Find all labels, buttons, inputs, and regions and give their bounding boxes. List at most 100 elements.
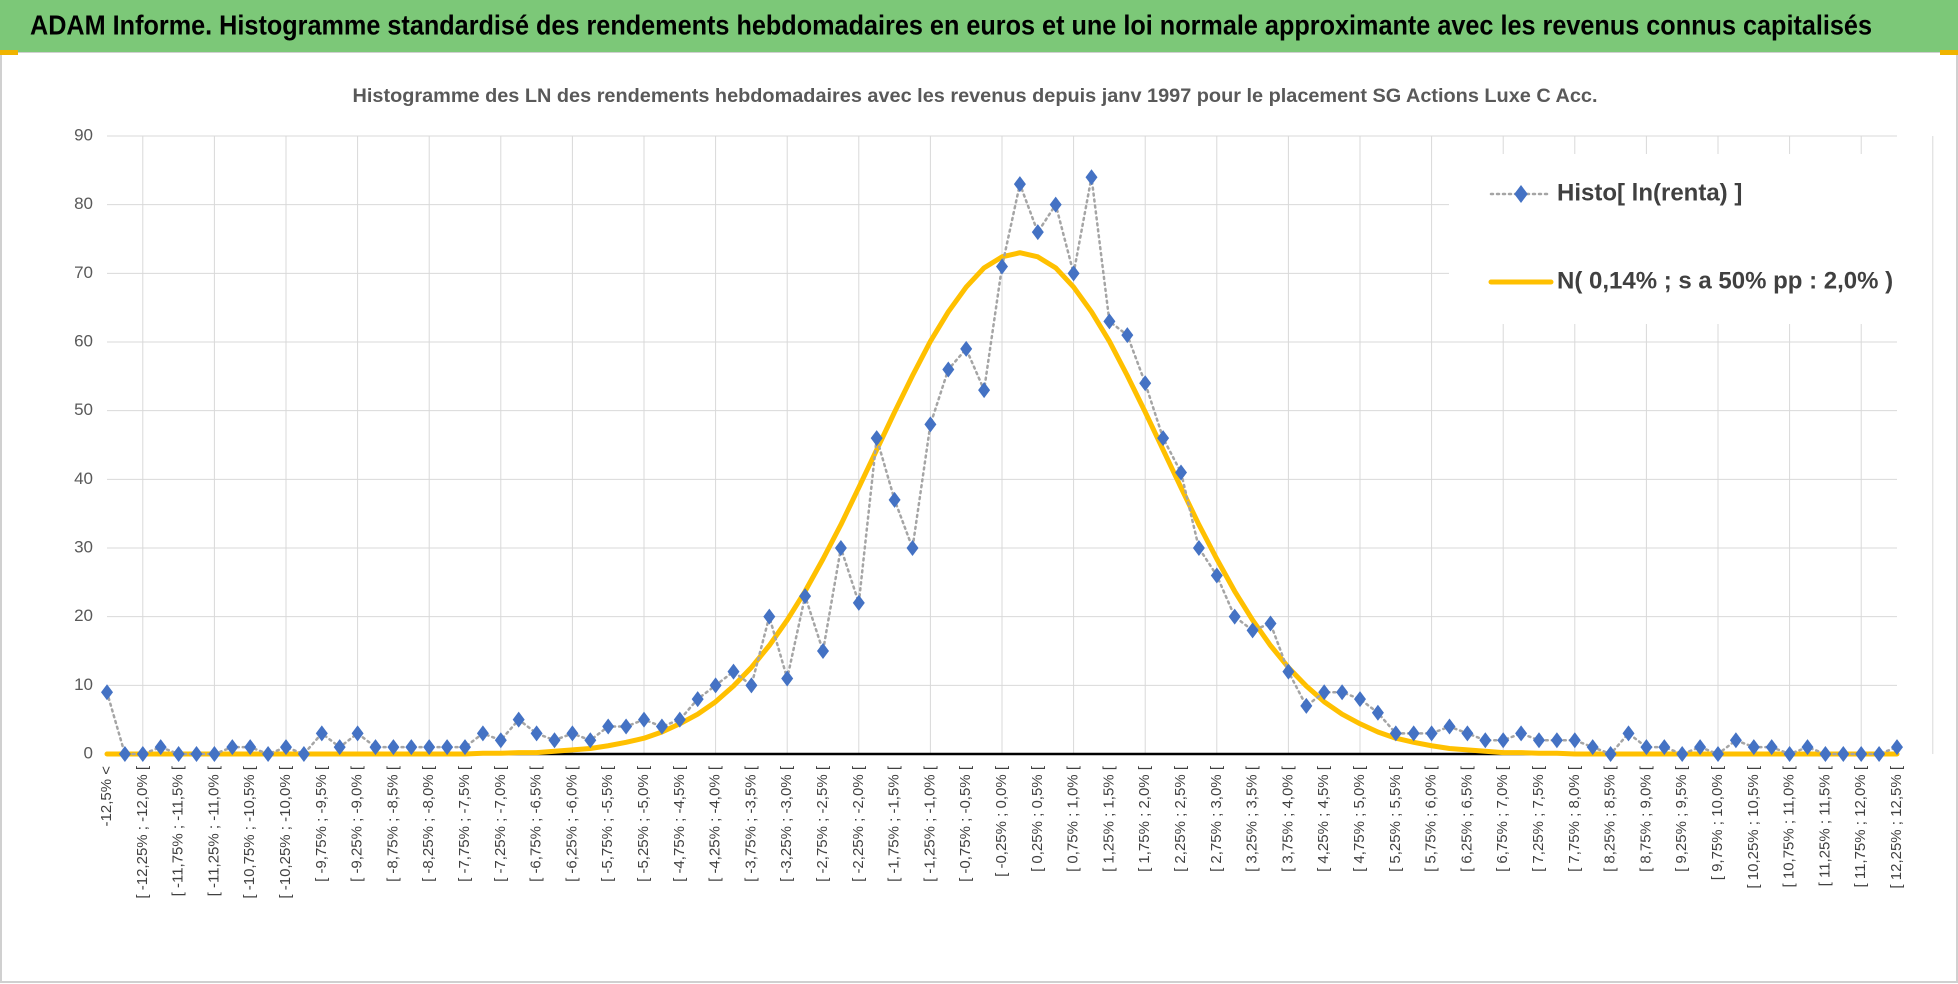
x-tick-label: [ 0,25% ; 0,5% [: [1029, 765, 1046, 872]
x-tick-label: [ 6,25% ; 6,5% [: [1458, 765, 1475, 872]
y-tick-label: 70: [74, 263, 93, 282]
x-tick-label: [ -6,75% ; -6,5% [: [528, 765, 545, 882]
y-tick-label: 40: [74, 469, 93, 488]
x-tick-label: [ 8,75% ; 9,0% [: [1637, 765, 1654, 872]
x-tick-label: [ -7,25% ; -7,0% [: [492, 765, 509, 882]
data-point: [1729, 732, 1742, 749]
data-point: [351, 725, 364, 742]
data-point: [1586, 739, 1599, 756]
x-tick-label: [ 1,75% ; 2,0% [: [1136, 765, 1153, 872]
x-tick-label: [ -3,75% ; -3,5% [: [742, 765, 759, 882]
x-tick-label: [ 7,25% ; 7,5% [: [1530, 765, 1547, 872]
data-point: [369, 739, 382, 756]
legend-label: Histo[ ln(renta) ]: [1557, 179, 1742, 206]
y-tick-label: 50: [74, 400, 93, 419]
x-tick-label: [ -5,75% ; -5,5% [: [599, 765, 616, 882]
y-tick-label: 20: [74, 606, 93, 625]
data-point: [799, 588, 812, 605]
data-point: [1712, 746, 1724, 762]
data-point: [1497, 732, 1510, 749]
data-point: [888, 491, 901, 508]
x-tick-label: [ 5,25% ; 5,5% [: [1387, 765, 1404, 872]
legend-box: [1449, 154, 1897, 324]
data-point: [1139, 375, 1152, 392]
data-point: [655, 718, 668, 735]
data-point: [387, 739, 400, 756]
data-point: [1210, 567, 1223, 584]
x-tick-label: [ 10,75% ; 11,0% [: [1781, 765, 1798, 887]
data-point: [781, 670, 794, 687]
data-point: [1067, 265, 1080, 282]
data-point: [208, 746, 221, 762]
data-point: [512, 711, 525, 728]
y-tick-label: 90: [74, 125, 93, 144]
data-point: [1371, 704, 1384, 721]
x-tick-label: [ 11,25% ; 11,5% [: [1816, 765, 1833, 886]
data-point: [566, 725, 579, 742]
x-tick-label: [ -4,25% ; -4,0% [: [707, 765, 724, 882]
data-point: [852, 594, 865, 611]
legend-label: N( 0,14% ; s a 50% pp : 2,0% ): [1557, 267, 1893, 294]
data-point: [727, 663, 740, 680]
data-point: [817, 643, 829, 659]
x-tick-label: [ -9,75% ; -9,5% [: [313, 765, 330, 882]
data-point: [709, 677, 722, 694]
data-point: [405, 739, 418, 756]
data-point: [870, 430, 883, 447]
x-tick-label: [ -8,75% ; -8,5% [: [384, 765, 401, 882]
data-point: [315, 725, 328, 742]
x-tick-label: [ -2,25% ; -2,0% [: [850, 765, 867, 882]
data-point: [834, 540, 847, 556]
x-tick-label: [ -12,25% ; -12,0% [: [134, 765, 151, 898]
data-point: [1765, 739, 1778, 756]
x-tick-label: [ -1,25% ; -1,0% [: [921, 765, 938, 882]
x-tick-label: [ 12,25% ; 12,5% [: [1888, 765, 1905, 888]
normal-curve: [104, 250, 1900, 757]
data-point: [602, 718, 615, 735]
data-point: [136, 746, 149, 762]
data-point: [1640, 739, 1653, 756]
data-point: [154, 739, 167, 756]
x-tick-label: [ -11,75% ; -11,5% [: [170, 765, 187, 896]
data-point: [673, 711, 686, 728]
x-tick-label: [ 3,75% ; 4,0% [: [1279, 765, 1296, 872]
legend-marker: [1514, 185, 1528, 203]
data-point: [1228, 608, 1241, 625]
data-point: [1157, 430, 1170, 447]
chart-title: Histogramme des LN des rendements hebdom…: [353, 86, 1598, 107]
data-point: [1192, 540, 1205, 556]
data-point: [620, 718, 633, 735]
x-tick-label: [ -2,75% ; -2,5% [: [814, 765, 831, 882]
x-tick-label: [ -10,25% ; -10,0% [: [277, 765, 294, 898]
data-point: [1533, 732, 1545, 749]
x-tick-label: [ 3,25% ; 3,5% [: [1244, 765, 1261, 872]
data-point: [1264, 615, 1277, 632]
data-point: [906, 540, 919, 556]
data-point: [333, 739, 346, 756]
data-point: [226, 739, 239, 756]
x-tick-label: [ -6,25% ; -6,0% [: [563, 765, 580, 882]
data-point: [1873, 746, 1886, 762]
data-point: [691, 691, 704, 708]
x-tick-label: [ -4,75% ; -4,5% [: [671, 765, 688, 882]
data-point: [1013, 176, 1026, 193]
data-point: [1443, 718, 1456, 735]
data-point: [978, 382, 991, 399]
data-point: [118, 746, 131, 762]
x-tick-label: [ -9,25% ; -9,0% [: [349, 765, 366, 882]
data-point: [1407, 725, 1420, 742]
data-point: [745, 677, 758, 694]
data-point: [1031, 224, 1044, 241]
data-point: [942, 361, 955, 378]
data-point: [1801, 739, 1814, 756]
data-point: [1354, 691, 1366, 708]
data-point: [1622, 725, 1635, 742]
header-bar: [0, 0, 1958, 52]
y-tick-label: 10: [74, 675, 93, 694]
y-tick-label: 0: [84, 743, 93, 762]
x-tick-label: [ 8,25% ; 8,5% [: [1602, 765, 1619, 872]
x-tick-label: [ -3,25% ; -3,0% [: [778, 765, 795, 882]
data-point: [280, 739, 292, 756]
data-point: [101, 684, 113, 701]
